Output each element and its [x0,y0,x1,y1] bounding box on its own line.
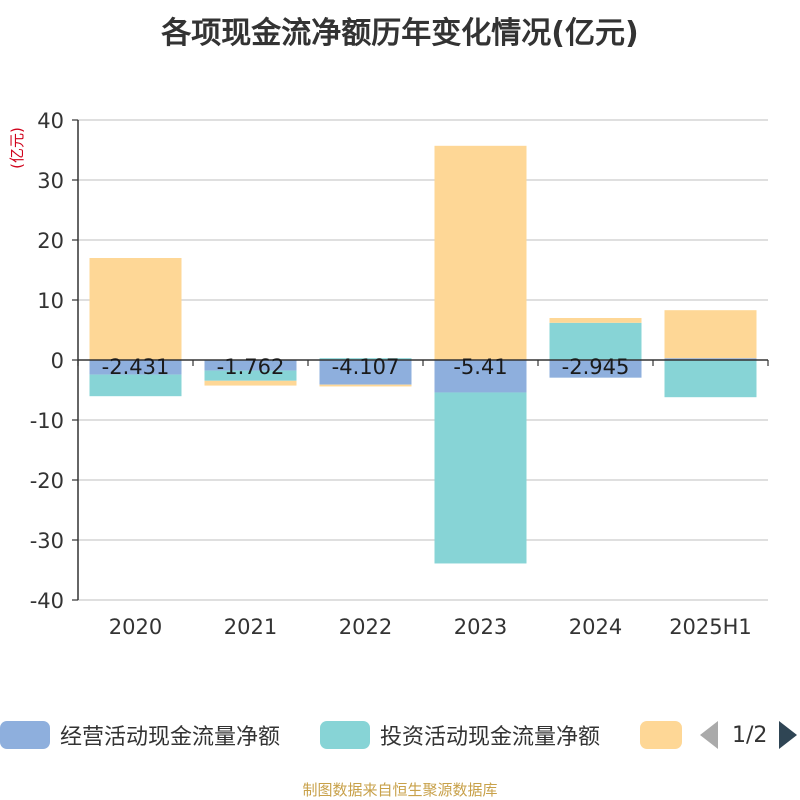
y-axis-unit-label: (亿元) [8,127,26,169]
bar-investing-2021 [204,370,297,381]
legend: 经营活动现金流量净额 投资活动现金流量净额 1/2 [0,717,800,753]
y-tick-label: -30 [30,529,64,553]
legend-item-financing[interactable] [640,717,682,753]
label-layer: -2.431 -1.762 -4.107 -5.41 -2.945 [102,355,630,379]
x-tick-label: 2023 [454,615,507,639]
legend-item-investing[interactable]: 投资活动现金流量净额 [320,717,600,753]
y-tick-label: -10 [30,409,64,433]
y-tick-label: -20 [30,469,64,493]
legend-swatch-financing [640,721,682,749]
y-tick-label: 20 [37,229,64,253]
legend-page-indicator: 1/2 [732,722,768,748]
triangle-left-icon[interactable] [700,721,718,749]
legend-swatch-investing [320,721,370,749]
x-tick-label: 2021 [224,615,277,639]
x-tick-label: 2020 [109,615,162,639]
bar-operating-2020 [89,360,182,375]
legend-swatch-operating [0,721,50,749]
x-tick-label: 2022 [339,615,392,639]
bar-investing-2025H1 [664,360,757,398]
bar-operating-2021 [204,360,297,371]
data-label-operating-2020: -2.431 [102,355,170,379]
chart-title: 各项现金流净额历年变化情况(亿元) [161,16,639,51]
bar-financing-2022 [319,384,412,387]
legend-label-operating: 经营活动现金流量净额 [60,725,281,750]
bar-investing-2022 [319,358,412,360]
bar-financing-2021 [204,380,297,386]
y-tick-label: 0 [51,349,64,373]
y-tick-label: -40 [30,589,64,613]
data-label-operating-2021: -1.762 [217,355,285,379]
legend-pager: 1/2 [700,717,798,753]
y-tick-label: 40 [37,109,64,133]
data-label-operating-2023: -5.41 [453,355,507,379]
bar-operating-2023 [434,360,527,393]
x-tick-label: 2024 [569,615,622,639]
bar-financing-2025H1 [664,310,757,359]
x-tick-label: 2025H1 [669,615,752,639]
legend-label-investing: 投资活动现金流量净额 [380,725,601,750]
bar-investing-2020 [89,374,182,397]
bar-operating-2024 [549,360,642,378]
bar-financing-2023 [434,145,527,360]
bar-operating-2025H1 [664,358,757,360]
bar-investing-2023 [434,392,527,564]
data-label-operating-2022: -4.107 [332,355,400,379]
bar-financing-2024 [549,318,642,323]
triangle-right-icon[interactable] [779,721,798,749]
legend-item-operating[interactable]: 经营活动现金流量净额 [0,717,280,753]
bar-layer [89,145,757,564]
bar-financing-2020 [89,258,182,360]
bar-operating-2022 [319,360,412,385]
bar-investing-2024 [549,322,642,360]
y-tick-label: 30 [37,169,64,193]
y-tick-label: 10 [37,289,64,313]
source-note: 制图数据来自恒生聚源数据库 [302,781,498,799]
grid-layer [78,119,768,601]
axis-layer: 40 30 20 10 0 -10 -20 -30 -40 2020 2021 2022 2023 202… [30,109,769,639]
data-label-operating-2024: -2.945 [562,355,630,379]
